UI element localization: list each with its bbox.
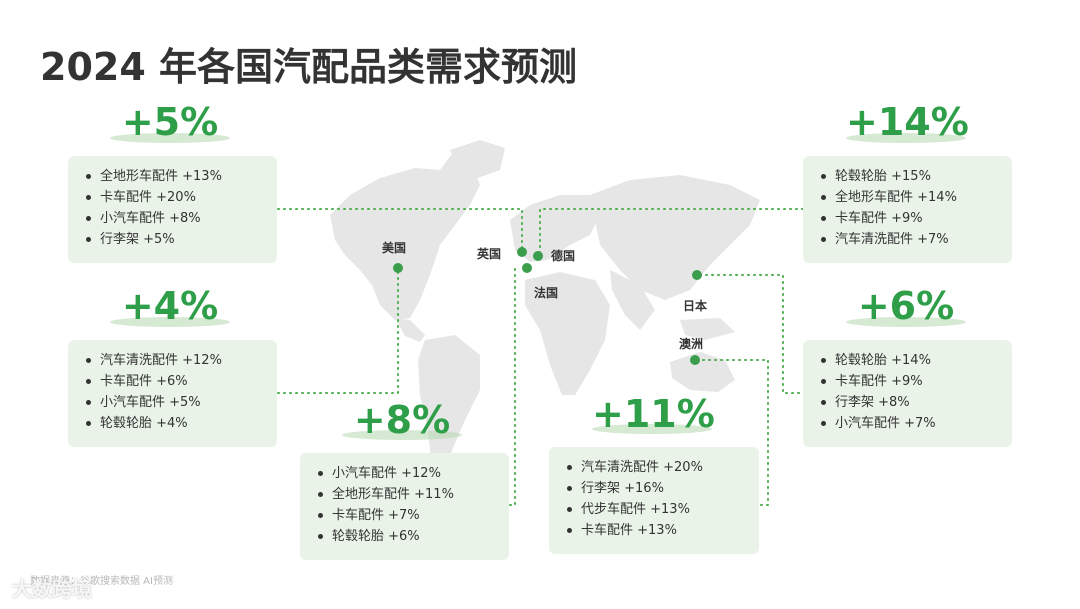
country-label-france: 法国 — [534, 286, 559, 300]
pct-brush-japan — [846, 317, 966, 327]
list-item: 行李架 +8% — [821, 392, 1012, 413]
pin-usa — [393, 263, 403, 273]
pct-japan: +6% — [857, 284, 955, 328]
country-label-uk: 英国 — [477, 247, 502, 261]
connector-europe — [509, 264, 516, 506]
india-shape — [610, 270, 655, 330]
list-item: 卡车配件 +20% — [86, 187, 277, 208]
country-label-usa: 美国 — [382, 241, 407, 255]
card-left2: 汽车清洗配件 +12% 卡车配件 +6% 小汽车配件 +5% 轮毂轮胎 +4% — [68, 340, 277, 447]
connector-uk — [539, 208, 804, 257]
card-uk: 轮毂轮胎 +15% 全地形车配件 +14% 卡车配件 +9% 汽车清洗配件 +7… — [803, 156, 1012, 263]
list-item: 行李架 +16% — [567, 478, 759, 499]
south-america-shape — [418, 335, 480, 480]
card-usa: 全地形车配件 +13% 卡车配件 +20% 小汽车配件 +8% 行李架 +5% — [68, 156, 277, 263]
country-label-japan: 日本 — [683, 299, 708, 313]
list-item: 小汽车配件 +7% — [821, 413, 1012, 434]
list-item: 行李架 +5% — [86, 229, 277, 250]
country-label-australia: 澳洲 — [679, 337, 704, 351]
pct-brush-left2 — [110, 317, 230, 327]
list-item: 轮毂轮胎 +4% — [86, 413, 277, 434]
pin-japan — [692, 270, 702, 280]
central-america-shape — [395, 318, 425, 342]
list-item: 轮毂轮胎 +15% — [821, 166, 1012, 187]
pin-france — [522, 263, 532, 273]
list-item: 汽车清洗配件 +20% — [567, 457, 759, 478]
list-item: 轮毂轮胎 +14% — [821, 350, 1012, 371]
list-item: 全地形车配件 +13% — [86, 166, 277, 187]
greenland-shape — [450, 140, 505, 178]
list-item: 小汽车配件 +5% — [86, 392, 277, 413]
pct-left2: +4% — [121, 284, 219, 328]
pct-brush-europe — [342, 430, 462, 440]
list-item: 汽车清洗配件 +12% — [86, 350, 277, 371]
pin-germany — [533, 251, 543, 261]
pct-australia: +11% — [592, 392, 715, 436]
list-item: 代步车配件 +13% — [567, 499, 759, 520]
list-item: 全地形车配件 +11% — [318, 484, 509, 505]
list-item: 全地形车配件 +14% — [821, 187, 1012, 208]
list-item: 卡车配件 +13% — [567, 520, 759, 541]
card-uk-list: 轮毂轮胎 +15% 全地形车配件 +14% 卡车配件 +9% 汽车清洗配件 +7… — [803, 166, 1012, 250]
country-label-germany: 德国 — [551, 249, 576, 263]
africa-shape — [525, 272, 610, 395]
card-japan-list: 轮毂轮胎 +14% 卡车配件 +9% 行李架 +8% 小汽车配件 +7% — [803, 350, 1012, 434]
australia-shape — [670, 352, 735, 392]
page-title: 2024 年各国汽配品类需求预测 — [40, 45, 577, 89]
list-item: 汽车清洗配件 +7% — [821, 229, 1012, 250]
pct-brush-usa — [110, 133, 230, 143]
list-item: 卡车配件 +7% — [318, 505, 509, 526]
asia-shape — [590, 175, 760, 300]
list-item: 小汽车配件 +8% — [86, 208, 277, 229]
card-usa-list: 全地形车配件 +13% 卡车配件 +20% 小汽车配件 +8% 行李架 +5% — [68, 166, 277, 250]
card-australia: 汽车清洗配件 +20% 行李架 +16% 代步车配件 +13% 卡车配件 +13… — [549, 447, 759, 554]
card-europe: 小汽车配件 +12% 全地形车配件 +11% 卡车配件 +7% 轮毂轮胎 +6% — [300, 453, 509, 560]
se-asia-shape — [680, 318, 735, 340]
watermark-logo: 大数跨境 — [12, 577, 92, 601]
card-left2-list: 汽车清洗配件 +12% 卡车配件 +6% 小汽车配件 +5% 轮毂轮胎 +4% — [68, 350, 277, 434]
list-item: 卡车配件 +9% — [821, 371, 1012, 392]
card-japan: 轮毂轮胎 +14% 卡车配件 +9% 行李架 +8% 小汽车配件 +7% — [803, 340, 1012, 447]
north-america-shape — [330, 150, 480, 320]
card-australia-list: 汽车清洗配件 +20% 行李架 +16% 代步车配件 +13% 卡车配件 +13… — [549, 457, 759, 541]
list-item: 小汽车配件 +12% — [318, 463, 509, 484]
connector-australia — [696, 359, 769, 506]
pct-brush-australia — [592, 424, 712, 434]
list-item: 轮毂轮胎 +6% — [318, 526, 509, 547]
pct-uk: +14% — [846, 100, 969, 144]
connector-japan — [699, 274, 804, 394]
card-europe-list: 小汽车配件 +12% 全地形车配件 +11% 卡车配件 +7% 轮毂轮胎 +6% — [300, 463, 509, 547]
source-note: 数据来源：谷歌搜索数据 AI预测 — [30, 576, 173, 587]
pin-uk — [517, 247, 527, 257]
list-item: 卡车配件 +9% — [821, 208, 1012, 229]
pct-brush-uk — [846, 133, 966, 143]
list-item: 卡车配件 +6% — [86, 371, 277, 392]
pct-europe: +8% — [353, 398, 451, 442]
connector-left2 — [277, 271, 399, 394]
europe-shape — [510, 195, 600, 262]
pct-usa: +5% — [121, 100, 219, 144]
pin-australia — [690, 355, 700, 365]
